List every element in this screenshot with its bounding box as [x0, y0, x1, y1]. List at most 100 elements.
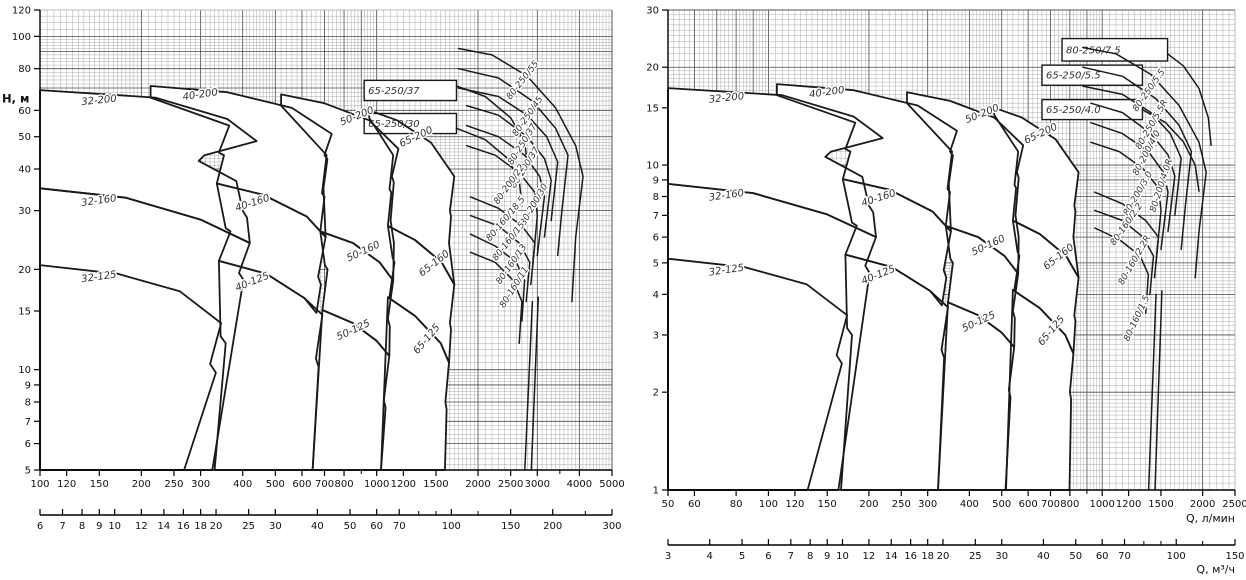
svg-text:1000: 1000 — [364, 479, 389, 490]
band-curves-left — [455, 47, 584, 471]
svg-text:Q, л/мин: Q, л/мин — [1186, 512, 1235, 525]
svg-text:18: 18 — [194, 521, 207, 532]
svg-text:40: 40 — [18, 165, 31, 176]
svg-text:18: 18 — [921, 551, 934, 562]
svg-text:16: 16 — [177, 521, 190, 532]
svg-text:9: 9 — [25, 380, 31, 391]
family-fills-left — [40, 86, 455, 471]
svg-text:8: 8 — [807, 551, 813, 562]
svg-text:9: 9 — [96, 521, 102, 532]
svg-text:9: 9 — [653, 175, 659, 186]
svg-text:120: 120 — [57, 479, 76, 490]
svg-text:100: 100 — [442, 521, 461, 532]
svg-text:6: 6 — [25, 439, 31, 450]
svg-text:30: 30 — [646, 6, 659, 17]
svg-text:80: 80 — [18, 64, 31, 75]
pump-box-label — [1061, 37, 1169, 62]
svg-text:40: 40 — [1037, 551, 1050, 562]
svg-text:4: 4 — [653, 290, 659, 301]
svg-text:32-200: 32-200 — [81, 93, 117, 108]
svg-text:200: 200 — [859, 499, 878, 510]
svg-text:15: 15 — [646, 103, 659, 114]
svg-text:300: 300 — [191, 479, 210, 490]
svg-text:80-160/1.5: 80-160/1.5 — [1122, 294, 1152, 343]
svg-text:5: 5 — [653, 258, 659, 269]
svg-text:20: 20 — [210, 521, 223, 532]
svg-text:25: 25 — [242, 521, 255, 532]
axes-left: 5 6 7 8 9 10 15 20 30 40 50 60 80 100 120 H, м 100 120 150… — [2, 6, 625, 491]
svg-text:7: 7 — [653, 211, 659, 222]
svg-text:70: 70 — [393, 521, 406, 532]
svg-text:5: 5 — [739, 551, 745, 562]
svg-text:60: 60 — [370, 521, 383, 532]
svg-text:1500: 1500 — [1148, 499, 1173, 510]
svg-text:5: 5 — [25, 466, 31, 477]
svg-text:20: 20 — [18, 265, 31, 276]
svg-text:65-250/4.0: 65-250/4.0 — [1046, 105, 1101, 116]
svg-text:20: 20 — [937, 551, 950, 562]
svg-text:Q, м³/ч: Q, м³/ч — [1196, 563, 1235, 576]
svg-text:150: 150 — [818, 499, 837, 510]
svg-text:500: 500 — [992, 499, 1011, 510]
label-boxes-left: 65-250/37 65-250/30 — [363, 79, 458, 135]
svg-text:150: 150 — [501, 521, 520, 532]
svg-text:12: 12 — [135, 521, 148, 532]
svg-text:65-250/5.5: 65-250/5.5 — [1046, 71, 1101, 82]
svg-text:14: 14 — [885, 551, 898, 562]
svg-text:50: 50 — [18, 132, 31, 143]
svg-text:120: 120 — [12, 6, 31, 17]
svg-text:16: 16 — [904, 551, 917, 562]
svg-text:20: 20 — [646, 63, 659, 74]
svg-text:2500: 2500 — [498, 479, 523, 490]
pump-box-label — [1041, 64, 1144, 86]
svg-text:14: 14 — [158, 521, 171, 532]
svg-text:7: 7 — [59, 521, 65, 532]
svg-text:6: 6 — [653, 233, 659, 244]
svg-text:70: 70 — [1118, 551, 1131, 562]
svg-text:800: 800 — [335, 479, 354, 490]
svg-text:100: 100 — [30, 479, 49, 490]
svg-text:100: 100 — [759, 499, 778, 510]
svg-text:100: 100 — [1167, 551, 1186, 562]
svg-text:100: 100 — [12, 32, 31, 43]
svg-text:1000: 1000 — [1089, 499, 1114, 510]
svg-text:8: 8 — [25, 397, 31, 408]
svg-text:65-250/37: 65-250/37 — [368, 86, 420, 97]
svg-text:50: 50 — [1069, 551, 1082, 562]
svg-text:2000: 2000 — [465, 479, 490, 490]
svg-text:6: 6 — [37, 521, 43, 532]
svg-text:30: 30 — [18, 206, 31, 217]
svg-text:4000: 4000 — [567, 479, 592, 490]
band-curves-right — [1082, 46, 1212, 491]
svg-text:500: 500 — [266, 479, 285, 490]
svg-text:4: 4 — [707, 551, 713, 562]
svg-text:12: 12 — [863, 551, 876, 562]
svg-text:1500: 1500 — [423, 479, 448, 490]
svg-text:150: 150 — [1225, 551, 1244, 562]
svg-text:40: 40 — [311, 521, 324, 532]
svg-text:200: 200 — [132, 479, 151, 490]
svg-text:60: 60 — [688, 499, 701, 510]
svg-text:400: 400 — [960, 499, 979, 510]
svg-text:10: 10 — [108, 521, 121, 532]
svg-text:800: 800 — [1060, 499, 1079, 510]
chart-right: 80-250/7.565-250/5.565-250/4.032-12532-1… — [646, 6, 1246, 577]
svg-text:2500: 2500 — [1222, 499, 1246, 510]
svg-text:9: 9 — [824, 551, 830, 562]
svg-text:6: 6 — [765, 551, 771, 562]
svg-text:7: 7 — [788, 551, 794, 562]
svg-text:600: 600 — [1019, 499, 1038, 510]
svg-text:10: 10 — [18, 365, 31, 376]
svg-text:120: 120 — [785, 499, 804, 510]
svg-text:200: 200 — [543, 521, 562, 532]
svg-text:3: 3 — [665, 551, 671, 562]
secondary-axis-right: 3 4 5 6 7 8 9 10 12 14 16 18 20 25 30 40 50 60 70 100 150Q, … — [665, 539, 1245, 576]
svg-text:80-250/7.5: 80-250/7.5 — [1066, 45, 1121, 56]
svg-text:32-200: 32-200 — [708, 91, 744, 106]
svg-text:30: 30 — [269, 521, 282, 532]
svg-text:H, м: H, м — [2, 92, 29, 106]
pump-box-label — [363, 79, 458, 102]
chart-left: 65-250/3765-250/3032-12532-16032-20040-1… — [2, 6, 625, 533]
svg-text:700: 700 — [315, 479, 334, 490]
